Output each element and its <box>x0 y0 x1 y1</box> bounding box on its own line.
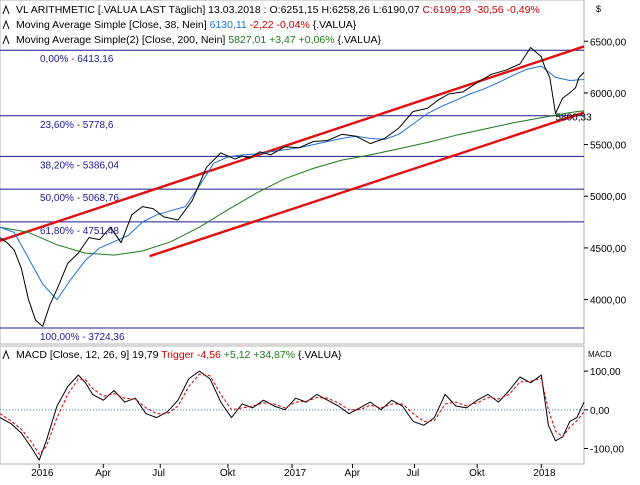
price-legend-line: VL ARITHMETIC [.VALUA LAST Täglich] 13.0… <box>16 4 540 16</box>
x-tick-label: Apr <box>95 468 111 479</box>
price-y-tick-label: 6000,00 <box>590 89 627 100</box>
currency-symbol: $ <box>596 4 601 14</box>
legend-line-icon <box>2 4 10 15</box>
legend-segment: 19,79 <box>132 349 158 361</box>
price-y-tick-label: 4000,00 <box>590 296 627 307</box>
legend-segment: O:6251,15 <box>269 4 318 16</box>
macd-y-axis: 100,00 0,00 -100,00 <box>584 367 624 456</box>
macd-series <box>0 370 585 461</box>
macd-line <box>0 370 585 461</box>
fibonacci-levels: 0,00% - 6413,16 23,60% - 5778,6 38,20% - 5… <box>0 49 584 343</box>
legend-segment: C:6199,29 <box>420 4 472 16</box>
macd-y-tick-label: 0,00 <box>590 406 610 417</box>
ma38-legend-line: Moving Average Simple [Close, 38, Nein] … <box>16 19 357 31</box>
macd-axis-label: MACD <box>588 350 612 359</box>
legend-segment: -4,56 <box>194 349 221 361</box>
legend-segment: Trigger <box>158 349 194 361</box>
legend-segment: -30,56 <box>471 4 504 16</box>
price-y-tick-label: 4500,00 <box>590 244 627 255</box>
x-tick-label: Okt <box>469 468 485 479</box>
x-tick-label: Apr <box>345 468 361 479</box>
trend-channel-line <box>0 45 585 242</box>
price-panel-frame <box>0 0 585 345</box>
legend-line-icon <box>2 34 10 45</box>
legend-segment: +0,06% <box>296 34 335 46</box>
legend-segment: Moving Average Simple(2) [Close, 200, Ne… <box>16 34 228 46</box>
fib-level-label: 0,00% - 6413,16 <box>40 54 114 65</box>
ma38-line <box>0 65 585 301</box>
price-y-axis: 6500,00 6000,00 5500,00 5000,00 4500,00 4000,… <box>584 37 627 307</box>
trigger-line <box>0 373 585 456</box>
ma200-line <box>0 110 585 256</box>
channel-annotation: 5800,33 <box>556 113 593 124</box>
legend-segment: 6130,11 <box>210 19 247 31</box>
legend-segment: H:6258,26 <box>319 4 371 16</box>
fib-level-label: 100,00% - 3724,36 <box>40 332 125 343</box>
legend-segment: +3,47 <box>266 34 296 46</box>
ma200-legend-line: Moving Average Simple(2) [Close, 200, Ne… <box>16 34 382 46</box>
price-y-tick-label: 6500,00 <box>590 37 627 48</box>
legend-segment: {.VALUA} <box>335 34 382 46</box>
price-y-tick-label: 5000,00 <box>590 192 627 203</box>
fib-level-label: 50,00% - 5068,76 <box>40 193 119 204</box>
legend-segment: VL ARITHMETIC [.VALUA LAST Täglich] 13.0… <box>16 4 269 16</box>
x-tick-label: Jul <box>406 468 419 479</box>
legend-segment: 5827,01 <box>228 34 266 46</box>
legend-segment: -0,49% <box>504 4 540 16</box>
legend-segment: +34,87% <box>250 349 295 361</box>
macd-legend-line: MACD [Close, 12, 26, 9] 19,79 Trigger -4… <box>16 349 342 361</box>
macd-legend: MACD [Close, 12, 26, 9] 19,79 Trigger -4… <box>2 349 342 361</box>
fib-level-label: 38,20% - 5386,04 <box>40 160 119 171</box>
price-series <box>0 47 585 327</box>
macd-y-tick-label: 100,00 <box>590 367 621 378</box>
legend-segment: L:6190,07 <box>370 4 420 16</box>
x-tick-label: Jul <box>152 468 165 479</box>
price-y-tick-label: 5500,00 <box>590 141 627 152</box>
fib-level-label: 61,80% - 4751,48 <box>40 226 119 237</box>
legend-segment: {.VALUA} <box>295 349 342 361</box>
x-axis: 2016 Apr Jul Okt 2017 Apr Jul Okt 2018 <box>31 464 556 479</box>
close-price-line <box>0 47 585 327</box>
fib-level-label: 23,60% - 5778,6 <box>40 120 114 131</box>
legend-segment: -0,04% <box>274 19 310 31</box>
trend-channel-line <box>149 111 585 258</box>
x-tick-label: 2016 <box>31 468 54 479</box>
macd-y-tick-label: -100,00 <box>590 445 624 456</box>
x-tick-label: 2018 <box>533 468 556 479</box>
legend-segment: Moving Average Simple [Close, 38, Nein] <box>16 19 210 31</box>
legend-line-icon <box>2 349 10 360</box>
x-tick-label: Okt <box>220 468 236 479</box>
legend-segment: {.VALUA} <box>310 19 357 31</box>
x-tick-label: 2017 <box>284 468 307 479</box>
legend-segment: +5,12 <box>221 349 251 361</box>
legend-segment: MACD [Close, 12, 26, 9] <box>16 349 132 361</box>
price-legend: VL ARITHMETIC [.VALUA LAST Täglich] 13.0… <box>2 4 540 46</box>
legend-line-icon <box>2 19 10 30</box>
legend-segment: -2,22 <box>247 19 274 31</box>
channel-lines: 5800,33 <box>0 45 593 258</box>
